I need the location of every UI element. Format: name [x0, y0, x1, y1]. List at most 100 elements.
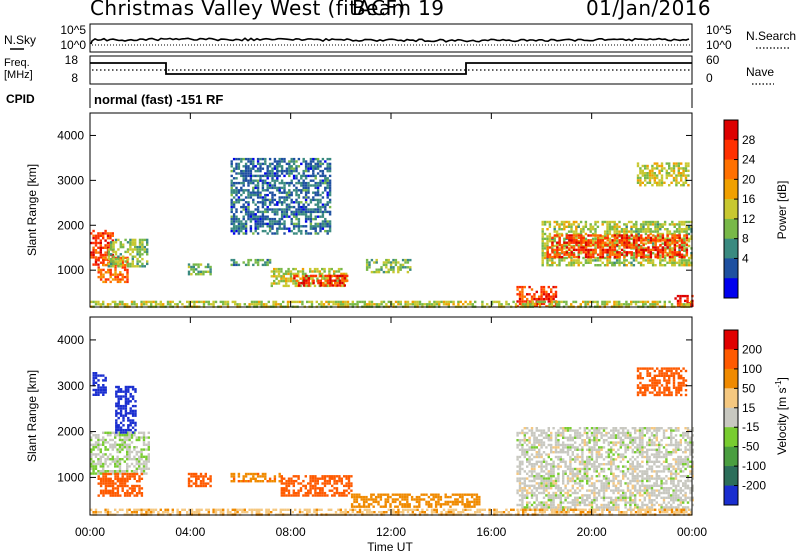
velocity-cell: [126, 494, 129, 497]
velocity-cell: [576, 431, 579, 435]
velocity-cell: [130, 470, 134, 473]
power-cell: [102, 232, 105, 235]
power-cell: [587, 255, 590, 259]
power-cell: [252, 193, 255, 197]
power-cell: [240, 160, 243, 163]
power-cell: [618, 264, 621, 267]
power-cell: [636, 164, 640, 168]
velocity-cell: [209, 484, 212, 488]
velocity-cell: [461, 495, 464, 499]
power-cell: [679, 297, 682, 300]
power-cell: [635, 251, 638, 254]
velocity-cell: [123, 441, 126, 444]
power-cell: [240, 174, 243, 178]
power-cell: [295, 160, 298, 163]
power-cell: [596, 246, 600, 249]
power-cell: [235, 162, 238, 166]
power-cell: [654, 230, 657, 233]
power-cell: [575, 228, 578, 231]
velocity-cell: [370, 503, 373, 506]
velocity-cell: [123, 460, 126, 463]
power-cell: [394, 263, 398, 267]
power-cell: [305, 274, 308, 278]
power-cell: [521, 290, 524, 294]
power-cell: [659, 248, 662, 252]
power-cell: [572, 259, 576, 262]
power-cell: [224, 303, 227, 306]
power-cell: [552, 295, 555, 298]
power-cell: [642, 303, 645, 306]
velocity-cell: [365, 505, 368, 508]
power-cell: [685, 239, 689, 242]
power-cell: [687, 259, 691, 262]
velocity-cell: [535, 506, 538, 509]
power-cell: [278, 174, 281, 178]
velocity-cell: [115, 392, 118, 396]
velocity-cell: [90, 462, 93, 466]
power-cell: [328, 165, 332, 168]
power-cell: [277, 275, 281, 278]
velocity-cell: [518, 479, 522, 483]
velocity-cell: [311, 477, 315, 480]
velocity-cell: [102, 384, 105, 387]
power-cell: [553, 255, 557, 259]
velocity-cell: [118, 467, 122, 470]
power-cell: [659, 251, 662, 254]
power-cell: [546, 255, 549, 259]
power-cell: [368, 266, 371, 269]
power-cell: [518, 297, 522, 301]
power-cell: [416, 303, 419, 306]
power-cell: [546, 251, 549, 254]
power-cell: [611, 228, 614, 231]
velocity-cell: [403, 495, 407, 499]
power-cell: [661, 232, 664, 236]
power-cell: [232, 227, 236, 230]
power-cell: [307, 279, 310, 282]
power-cell: [237, 201, 241, 204]
power-cell: [126, 250, 130, 254]
power-region-4: [230, 258, 272, 267]
power-cell: [658, 169, 661, 172]
power-cell: [109, 234, 112, 237]
power-cell: [230, 215, 233, 218]
power-cell: [644, 259, 648, 262]
velocity-cell: [123, 492, 127, 495]
velocity-cell: [283, 494, 286, 497]
velocity-cell: [147, 448, 150, 451]
power-cell: [261, 222, 265, 226]
power-region-10: [546, 234, 689, 259]
power-cell: [577, 240, 580, 243]
velocity-cell: [533, 439, 536, 442]
velocity-cell: [406, 498, 409, 501]
velocity-cell: [518, 441, 522, 444]
velocity-cell: [454, 493, 457, 496]
power-cell: [345, 272, 348, 276]
power-cell: [324, 189, 327, 192]
power-cell: [608, 237, 612, 240]
power-cell: [249, 179, 253, 182]
velocity-cell: [99, 388, 103, 392]
power-cell: [577, 261, 580, 264]
velocity-cell: [526, 443, 529, 447]
velocity-cell: [142, 467, 146, 470]
power-cell: [337, 303, 340, 306]
velocity-cell: [564, 487, 567, 490]
velocity-cell: [533, 501, 536, 504]
power-cell: [572, 234, 576, 237]
power-cell: [649, 239, 653, 242]
power-cell: [325, 284, 329, 288]
velocity-cell: [232, 472, 236, 476]
power-cell: [150, 303, 153, 306]
power-cell: [307, 169, 310, 173]
velocity-cell: [335, 491, 339, 495]
velocity-cell: [418, 498, 421, 501]
power-cell: [272, 303, 275, 306]
power-cell: [302, 181, 305, 185]
power-cell: [97, 271, 100, 274]
power-cell: [555, 220, 559, 224]
power-cell: [131, 241, 134, 244]
power-cell: [242, 222, 245, 226]
power-cell: [280, 201, 284, 204]
power-cell: [252, 213, 255, 216]
velocity-cell: [102, 391, 105, 394]
